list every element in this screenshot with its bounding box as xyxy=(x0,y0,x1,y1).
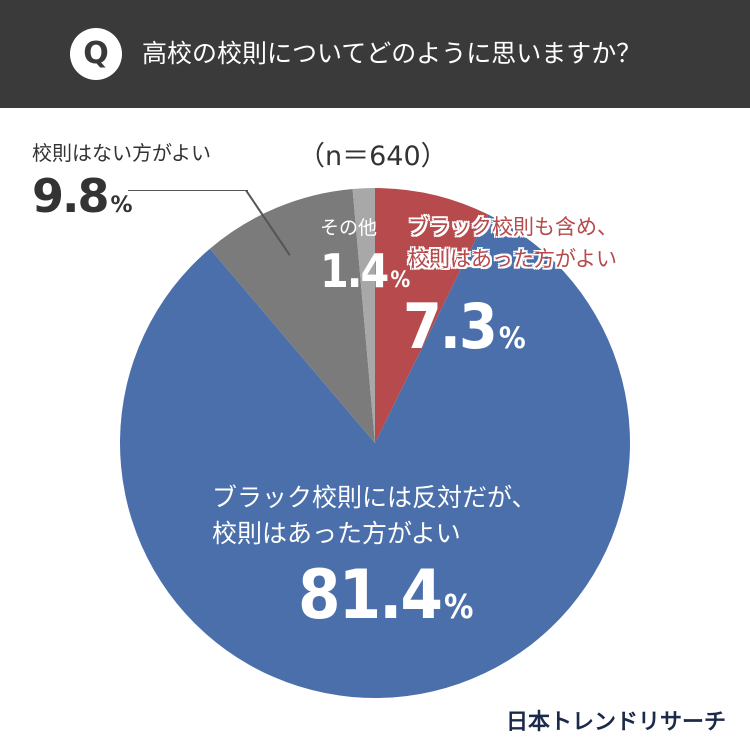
pie-slice-other xyxy=(352,188,375,443)
sample-size-label: （n＝640） xyxy=(298,141,448,172)
slice-label-black-rules-included: ブラック校則も含め、 校則はあった方がよい xyxy=(408,215,618,271)
slice-value-other: 1.4% xyxy=(320,244,411,298)
pie-slice-against-black-rules xyxy=(119,214,630,699)
header-bar: Q 高校の校則についてどのように思いますか？ xyxy=(0,0,750,108)
slice-label-other: その他 xyxy=(320,217,378,239)
slice-value-black-rules-included: 7.3% xyxy=(403,290,526,363)
brand-logo: 日本トレンドリサーチ xyxy=(505,710,726,735)
leader-line xyxy=(128,190,248,191)
pie-slice-no-rules xyxy=(209,188,375,443)
slice-label-against-black-rules: ブラック校則には反対だが、 校則はあった方がよい xyxy=(212,483,537,548)
question-badge: Q xyxy=(70,28,122,80)
chart-title: 高校の校則についてどのように思いますか？ xyxy=(142,39,642,68)
pie-slice-black-rules-included xyxy=(375,188,489,443)
slice-value-against-black-rules: 81.4% xyxy=(298,556,474,635)
slice-label-no-rules: 校則はない方がよい 9.8% xyxy=(32,141,211,223)
